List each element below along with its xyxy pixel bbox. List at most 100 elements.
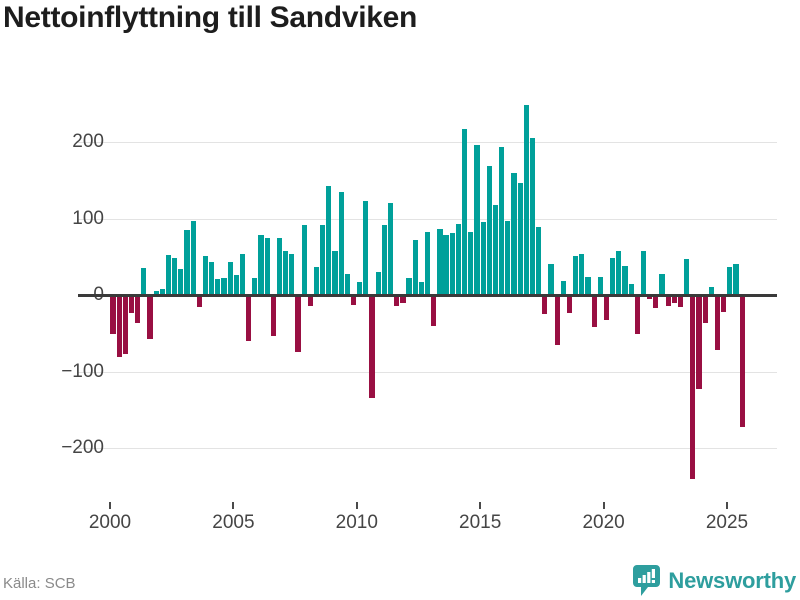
bar-2000-q3 bbox=[122, 295, 128, 354]
bar-2024-q2 bbox=[708, 286, 714, 295]
bar-2024-q1 bbox=[702, 295, 708, 324]
bar-2005-q1 bbox=[233, 275, 239, 295]
bar-2005-q4 bbox=[252, 278, 258, 295]
bar-2004-q4 bbox=[227, 262, 233, 295]
bar-2001-q4 bbox=[153, 291, 159, 295]
gridline--100 bbox=[78, 372, 777, 373]
bar-2016-q1 bbox=[505, 220, 511, 295]
bar-2010-q4 bbox=[375, 272, 381, 295]
bar-2012-q2 bbox=[412, 239, 418, 295]
bar-2000-q1 bbox=[110, 295, 116, 334]
bar-2002-q2 bbox=[165, 255, 172, 295]
gridline-200 bbox=[78, 142, 777, 143]
bar-2022-q4 bbox=[671, 295, 677, 304]
x-axis-label-2005: 2005 bbox=[212, 512, 255, 533]
bar-2008-q3 bbox=[320, 224, 326, 295]
bar-2017-q3 bbox=[542, 295, 548, 315]
x-tick-2020 bbox=[602, 502, 605, 509]
bar-2006-q3 bbox=[270, 295, 276, 337]
bar-2005-q3 bbox=[246, 295, 252, 341]
bar-2020-q1 bbox=[603, 295, 610, 321]
x-axis-label-2020: 2020 bbox=[582, 512, 625, 533]
bar-2001-q2 bbox=[141, 268, 147, 295]
x-axis-label-2000: 2000 bbox=[88, 512, 132, 533]
bar-2012-q4 bbox=[424, 232, 431, 295]
bar-2021-q2 bbox=[634, 295, 640, 334]
x-axis-label-2010: 2010 bbox=[335, 512, 378, 533]
bar-2015-q3 bbox=[492, 205, 499, 295]
bar-2008-q4 bbox=[326, 185, 332, 295]
bar-2023-q1 bbox=[677, 295, 684, 308]
bar-2017-q4 bbox=[548, 264, 554, 295]
bar-2016-q4 bbox=[523, 105, 529, 295]
bar-2015-q2 bbox=[486, 166, 492, 295]
bar-2011-q1 bbox=[381, 225, 387, 295]
bar-2013-q4 bbox=[449, 233, 455, 295]
bar-2022-q3 bbox=[665, 295, 671, 306]
bar-2011-q3 bbox=[394, 295, 400, 307]
bar-2000-q2 bbox=[116, 295, 122, 357]
bar-2013-q2 bbox=[437, 229, 443, 295]
bar-2008-q1 bbox=[307, 295, 313, 307]
bar-2012-q3 bbox=[418, 281, 424, 295]
bar-2021-q3 bbox=[640, 250, 647, 295]
bar-2015-q1 bbox=[480, 221, 486, 295]
x-axis-label-2015: 2015 bbox=[459, 512, 502, 533]
bar-2003-q3 bbox=[196, 295, 202, 308]
bar-2016-q3 bbox=[517, 182, 523, 295]
bar-2012-q1 bbox=[406, 278, 412, 295]
bar-2025-q1 bbox=[727, 266, 733, 295]
bar-2006-q4 bbox=[276, 238, 283, 295]
bar-2007-q1 bbox=[283, 250, 289, 295]
bar-2019-q1 bbox=[579, 254, 585, 295]
y-axis-label--100: −100 bbox=[61, 360, 104, 382]
bar-2003-q1 bbox=[184, 229, 190, 295]
bar-2007-q4 bbox=[301, 225, 307, 295]
source-note: Källa: SCB bbox=[3, 575, 76, 592]
bar-2011-q4 bbox=[400, 295, 406, 303]
bar-2014-q1 bbox=[455, 223, 462, 295]
bar-2003-q4 bbox=[202, 255, 209, 295]
bar-2006-q2 bbox=[264, 237, 270, 295]
bar-2013-q1 bbox=[431, 295, 437, 327]
bar-2014-q3 bbox=[468, 232, 474, 295]
bar-2024-q3 bbox=[714, 295, 721, 351]
bar-2019-q4 bbox=[597, 277, 603, 295]
chart-title: Nettoinflyttning till Sandviken bbox=[3, 1, 418, 34]
bar-2006-q1 bbox=[258, 235, 264, 295]
y-axis-label-100: 100 bbox=[72, 207, 104, 229]
bar-chart-speech-bubble-icon bbox=[633, 565, 661, 596]
bar-2009-q1 bbox=[332, 250, 338, 295]
bar-2002-q1 bbox=[159, 288, 165, 295]
bar-2025-q3 bbox=[739, 295, 745, 427]
x-tick-2025 bbox=[726, 502, 728, 509]
bar-2008-q2 bbox=[313, 267, 320, 295]
bar-2024-q4 bbox=[721, 295, 727, 312]
bar-2011-q2 bbox=[387, 203, 394, 295]
newsworthy-logo[interactable]: Newsworthy bbox=[632, 564, 796, 597]
bar-2010-q2 bbox=[363, 200, 369, 295]
bar-2019-q3 bbox=[591, 295, 597, 328]
bar-2009-q4 bbox=[350, 295, 357, 305]
y-axis-label-200: 200 bbox=[72, 131, 104, 152]
bar-2018-q4 bbox=[573, 255, 579, 295]
bar-2022-q2 bbox=[659, 273, 665, 295]
bar-2016-q2 bbox=[511, 172, 517, 295]
bar-2010-q1 bbox=[357, 281, 363, 295]
bar-2019-q2 bbox=[585, 276, 591, 295]
x-tick-2000 bbox=[109, 502, 111, 509]
bar-2004-q2 bbox=[215, 278, 221, 295]
x-tick-2010 bbox=[355, 502, 358, 509]
bar-2022-q1 bbox=[653, 295, 659, 308]
bar-2018-q3 bbox=[566, 295, 573, 313]
bar-2023-q4 bbox=[696, 295, 702, 390]
bar-2015-q4 bbox=[499, 147, 505, 295]
bar-2014-q2 bbox=[461, 128, 468, 295]
bar-2014-q4 bbox=[474, 145, 480, 295]
bar-2004-q3 bbox=[221, 278, 227, 295]
bar-2020-q2 bbox=[610, 257, 616, 295]
bar-2017-q2 bbox=[536, 226, 542, 295]
x-tick-2005 bbox=[232, 502, 235, 509]
bar-2000-q4 bbox=[128, 295, 135, 314]
bar-2020-q3 bbox=[616, 250, 622, 295]
